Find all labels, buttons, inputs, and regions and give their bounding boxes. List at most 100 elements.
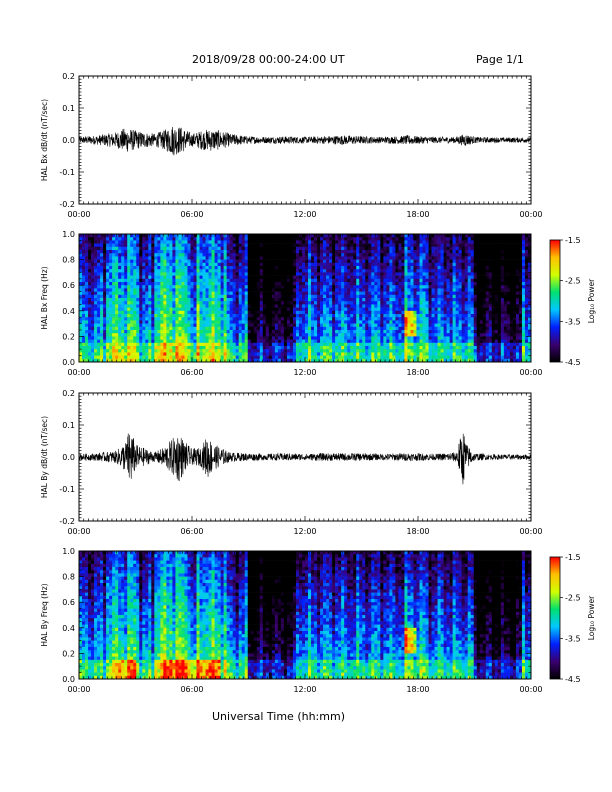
panel-2-cell	[274, 278, 279, 283]
panel-2-cell	[178, 243, 182, 248]
panel-2-cell	[136, 323, 140, 328]
panel-2-cell	[314, 250, 318, 254]
panel-2-cell	[277, 333, 282, 337]
panel-2-cell	[100, 317, 104, 321]
panel-2-cell	[157, 275, 161, 280]
panel-2-cell	[133, 339, 137, 344]
panel-2-cell	[347, 240, 351, 244]
panel-2-cell	[368, 310, 372, 315]
panel-2-cell	[268, 272, 273, 276]
panel-1-xtick-label: 18:00	[406, 210, 429, 219]
panel-2-cell	[163, 266, 167, 270]
panel-2-cell	[286, 320, 291, 324]
panel-2-cell	[148, 323, 152, 328]
panel-2-cell	[163, 317, 167, 321]
panel-2-cell	[401, 304, 405, 308]
panel-2-cell	[265, 266, 270, 270]
panel-2-cell	[178, 301, 182, 305]
panel-2-cell	[235, 314, 239, 318]
panel-2-cell	[347, 346, 351, 350]
panel-2-cell	[127, 310, 131, 315]
panel-2-cell	[425, 336, 429, 340]
panel-2-cell	[317, 272, 321, 276]
panel-2-cell	[235, 346, 239, 350]
panel-2-cell	[419, 250, 423, 254]
panel-2-cell	[100, 339, 104, 344]
panel-2-cell	[181, 310, 185, 315]
panel-2-cell	[389, 304, 393, 308]
panel-2-cell	[416, 301, 420, 305]
panel-2-cell	[377, 298, 381, 302]
panel-2-cell	[341, 333, 345, 337]
panel-2-cell	[286, 285, 291, 289]
panel-2-cell	[241, 310, 246, 315]
panel-2-cell	[100, 246, 104, 251]
panel-2-cell	[193, 269, 197, 273]
panel-2-cell	[124, 314, 128, 318]
panel-2-cell	[314, 269, 318, 273]
panel-2-cell	[338, 330, 342, 334]
panel-2-cell	[362, 272, 366, 276]
panel-2-cell	[211, 243, 215, 248]
panel-2-cell	[190, 278, 194, 283]
panel-2-cell	[332, 237, 336, 241]
panel-2-cell	[142, 342, 146, 347]
panel-2-cell	[280, 288, 285, 292]
panel-2-cell	[392, 346, 396, 350]
panel-2-cell	[386, 314, 390, 318]
panel-2-cell	[289, 333, 294, 337]
panel-2-cell	[323, 246, 327, 251]
panel-2-cell	[247, 326, 252, 331]
panel-2-cell	[419, 314, 423, 318]
panel-2-cell	[202, 317, 206, 321]
panel-2-cell	[223, 288, 227, 292]
panel-2-cell	[410, 339, 414, 344]
panel-2-cell	[359, 266, 363, 270]
panel-2-cell	[404, 240, 408, 244]
panel-2-cell	[121, 278, 125, 283]
panel-2-cell	[169, 336, 173, 340]
panel-2-cell	[190, 352, 194, 356]
panel-2-cell	[259, 301, 264, 305]
panel-2-cell	[380, 317, 384, 321]
panel-2-cell	[193, 339, 197, 344]
panel-2-cell	[133, 349, 137, 353]
panel-2-cell	[295, 320, 300, 324]
panel-2-cell	[109, 253, 113, 257]
panel-2-cell	[344, 301, 348, 305]
panel-2-cell	[271, 294, 276, 299]
panel-2-cell	[241, 288, 246, 292]
panel-2-cell	[326, 333, 330, 337]
panel-2-cell	[220, 275, 224, 280]
panel-2-cell	[214, 349, 218, 353]
panel-2-cell	[392, 246, 396, 251]
panel-2-cell	[374, 333, 378, 337]
panel-2-cell	[262, 262, 267, 267]
panel-2-cell	[371, 342, 375, 347]
panel-2-cell	[238, 246, 243, 251]
panel-2-cell	[262, 352, 267, 356]
panel-2-cell	[157, 266, 161, 270]
panel-2-cell	[118, 298, 122, 302]
panel-2-cell	[365, 298, 369, 302]
panel-2-cell	[151, 269, 155, 273]
panel-2-cell	[139, 288, 143, 292]
panel-2-cell	[226, 282, 230, 286]
panel-2-cell	[326, 298, 330, 302]
panel-2-cell	[271, 310, 276, 315]
panel-2-cell	[229, 323, 233, 328]
panel-2-cell	[250, 262, 255, 267]
panel-2-cell	[262, 259, 267, 264]
panel-2-cell	[371, 266, 375, 270]
panel-2-cell	[404, 262, 408, 267]
panel-2-cell	[241, 278, 246, 283]
panel-2-cell	[338, 336, 342, 340]
panel-2-cell	[311, 250, 315, 254]
panel-2-cell	[371, 275, 375, 280]
panel-2-cell	[398, 256, 402, 260]
panel-2-cell	[374, 246, 378, 251]
panel-2-cell	[193, 317, 197, 321]
panel-2-cell	[250, 298, 255, 302]
panel-2-cell	[175, 317, 179, 321]
panel-2-cell	[232, 352, 236, 356]
